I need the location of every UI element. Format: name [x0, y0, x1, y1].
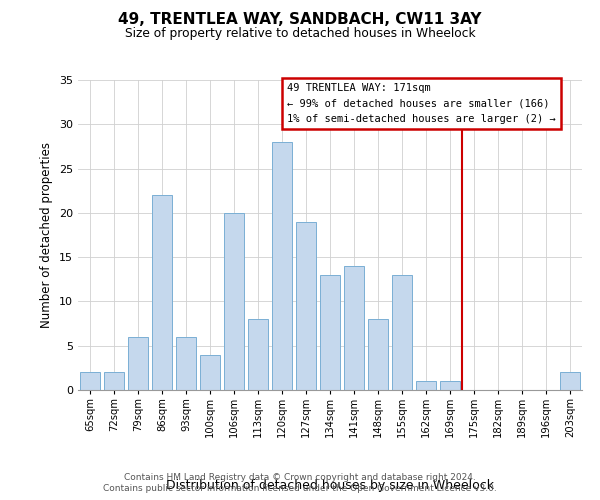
Bar [368, 319, 388, 390]
Bar [440, 381, 460, 390]
Bar [560, 372, 580, 390]
Bar [320, 275, 340, 390]
Bar [296, 222, 316, 390]
Y-axis label: Number of detached properties: Number of detached properties [40, 142, 53, 328]
Bar [200, 354, 220, 390]
Bar [176, 337, 196, 390]
Bar [80, 372, 100, 390]
X-axis label: Distribution of detached houses by size in Wheelock: Distribution of detached houses by size … [166, 479, 494, 492]
Bar [104, 372, 124, 390]
Bar [392, 275, 412, 390]
Bar [224, 213, 244, 390]
Bar [248, 319, 268, 390]
Text: Contains public sector information licensed under the Open Government Licence v3: Contains public sector information licen… [103, 484, 497, 493]
Bar [416, 381, 436, 390]
Text: Contains HM Land Registry data © Crown copyright and database right 2024.: Contains HM Land Registry data © Crown c… [124, 472, 476, 482]
Text: Size of property relative to detached houses in Wheelock: Size of property relative to detached ho… [125, 28, 475, 40]
Bar [152, 195, 172, 390]
Bar [128, 337, 148, 390]
Bar [344, 266, 364, 390]
Text: 49, TRENTLEA WAY, SANDBACH, CW11 3AY: 49, TRENTLEA WAY, SANDBACH, CW11 3AY [118, 12, 482, 28]
Text: 49 TRENTLEA WAY: 171sqm
← 99% of detached houses are smaller (166)
1% of semi-de: 49 TRENTLEA WAY: 171sqm ← 99% of detache… [287, 83, 556, 124]
Bar [272, 142, 292, 390]
